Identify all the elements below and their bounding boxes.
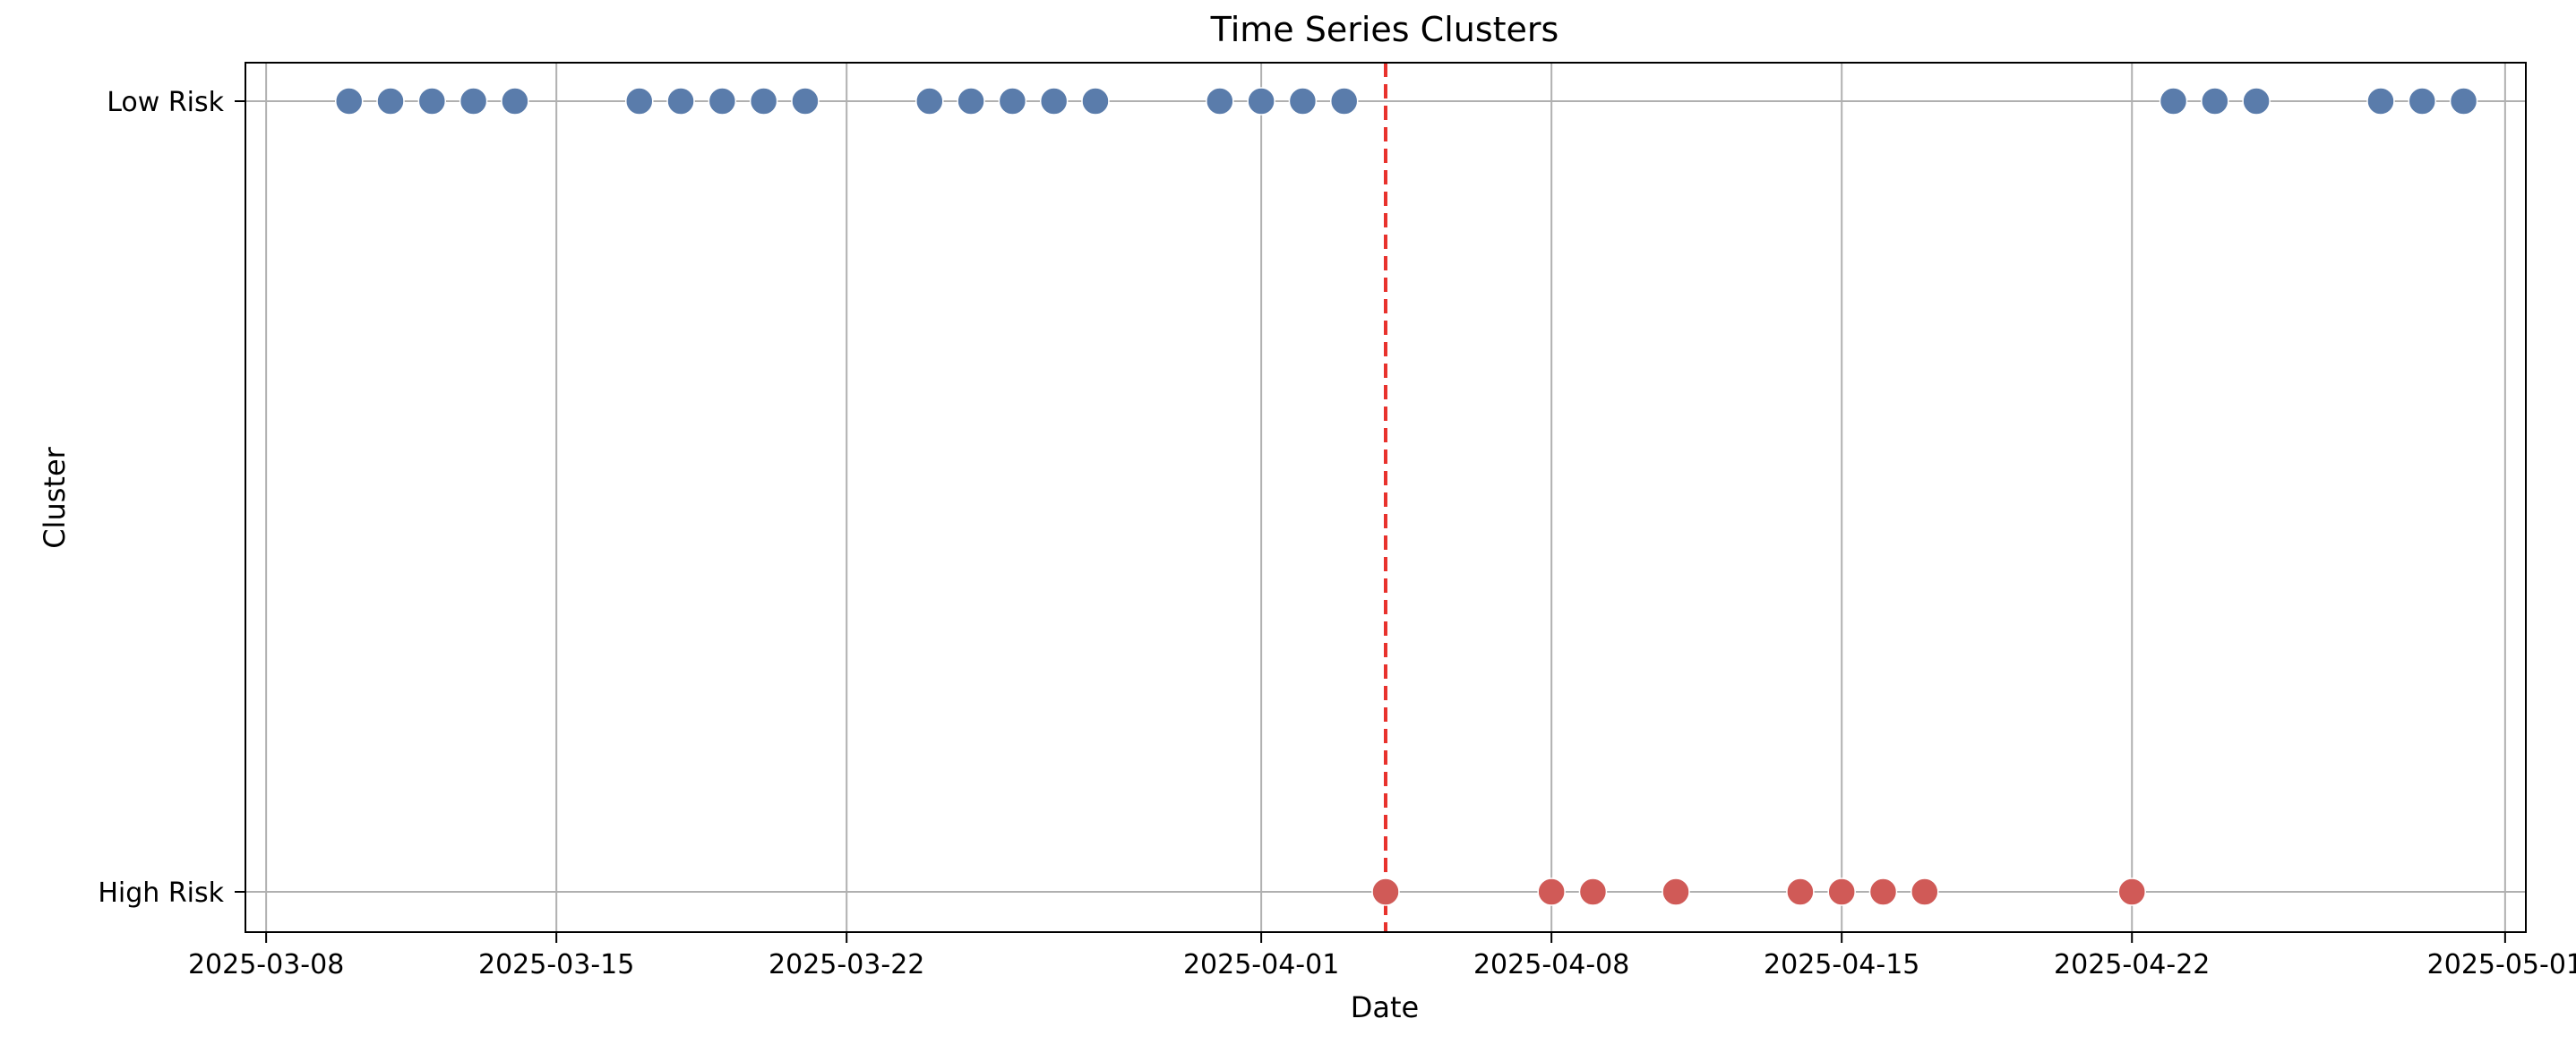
x-tick-label: 2025-03-22 <box>769 949 924 980</box>
low-risk-point <box>791 87 820 116</box>
y-axis-label: Cluster <box>38 446 72 548</box>
high-risk-point <box>1868 878 1898 906</box>
high-risk-point <box>1786 878 1815 906</box>
low-risk-point <box>915 87 944 116</box>
low-risk-point <box>1039 87 1069 116</box>
low-risk-point <box>2159 87 2188 116</box>
low-risk-point <box>2449 87 2478 116</box>
low-risk-point <box>2366 87 2395 116</box>
low-risk-point <box>2408 87 2437 116</box>
data-points <box>334 87 2478 906</box>
low-risk-point <box>2201 87 2229 116</box>
low-risk-point <box>998 87 1027 116</box>
low-risk-point <box>625 87 654 116</box>
high-risk-point <box>2117 878 2146 906</box>
low-risk-point <box>957 87 985 116</box>
x-tick-label: 2025-03-15 <box>478 949 634 980</box>
high-risk-point <box>1662 878 1690 906</box>
low-risk-point <box>459 87 488 116</box>
y-tick-label: Low Risk <box>107 87 224 118</box>
low-risk-point <box>501 87 529 116</box>
chart-title: Time Series Clusters <box>1210 10 1559 49</box>
low-risk-point <box>1288 87 1318 116</box>
low-risk-point <box>334 87 364 116</box>
y-tick-label: High Risk <box>98 878 224 909</box>
low-risk-point <box>749 87 778 116</box>
y-axis-ticks: High Risk Low Risk <box>98 87 245 909</box>
x-axis-ticks: 2025-03-08 2025-03-15 2025-03-22 2025-04-01… <box>188 932 2576 980</box>
low-risk-point <box>1206 87 1234 116</box>
x-axis-label: Date <box>1351 990 1419 1024</box>
low-risk-point <box>1329 87 1359 116</box>
low-risk-point <box>376 87 405 116</box>
low-risk-point <box>1081 87 1110 116</box>
low-risk-point <box>708 87 737 116</box>
high-risk-point <box>1537 878 1566 906</box>
high-risk-point <box>1371 878 1400 906</box>
x-tick-label: 2025-04-22 <box>2054 949 2210 980</box>
x-tick-label: 2025-04-01 <box>1183 949 1339 980</box>
x-tick-label: 2025-04-08 <box>1473 949 1629 980</box>
high-risk-point <box>1911 878 1939 906</box>
low-risk-point <box>666 87 695 116</box>
low-risk-point <box>417 87 447 116</box>
low-risk-point <box>1247 87 1275 116</box>
high-risk-point <box>1578 878 1608 906</box>
high-risk-point <box>1827 878 1856 906</box>
x-tick-label: 2025-03-08 <box>188 949 344 980</box>
low-risk-point <box>2242 87 2271 116</box>
x-tick-label: 2025-04-15 <box>1764 949 1919 980</box>
plot-frame <box>245 62 2527 933</box>
x-tick-label: 2025-05-01 <box>2427 949 2576 980</box>
